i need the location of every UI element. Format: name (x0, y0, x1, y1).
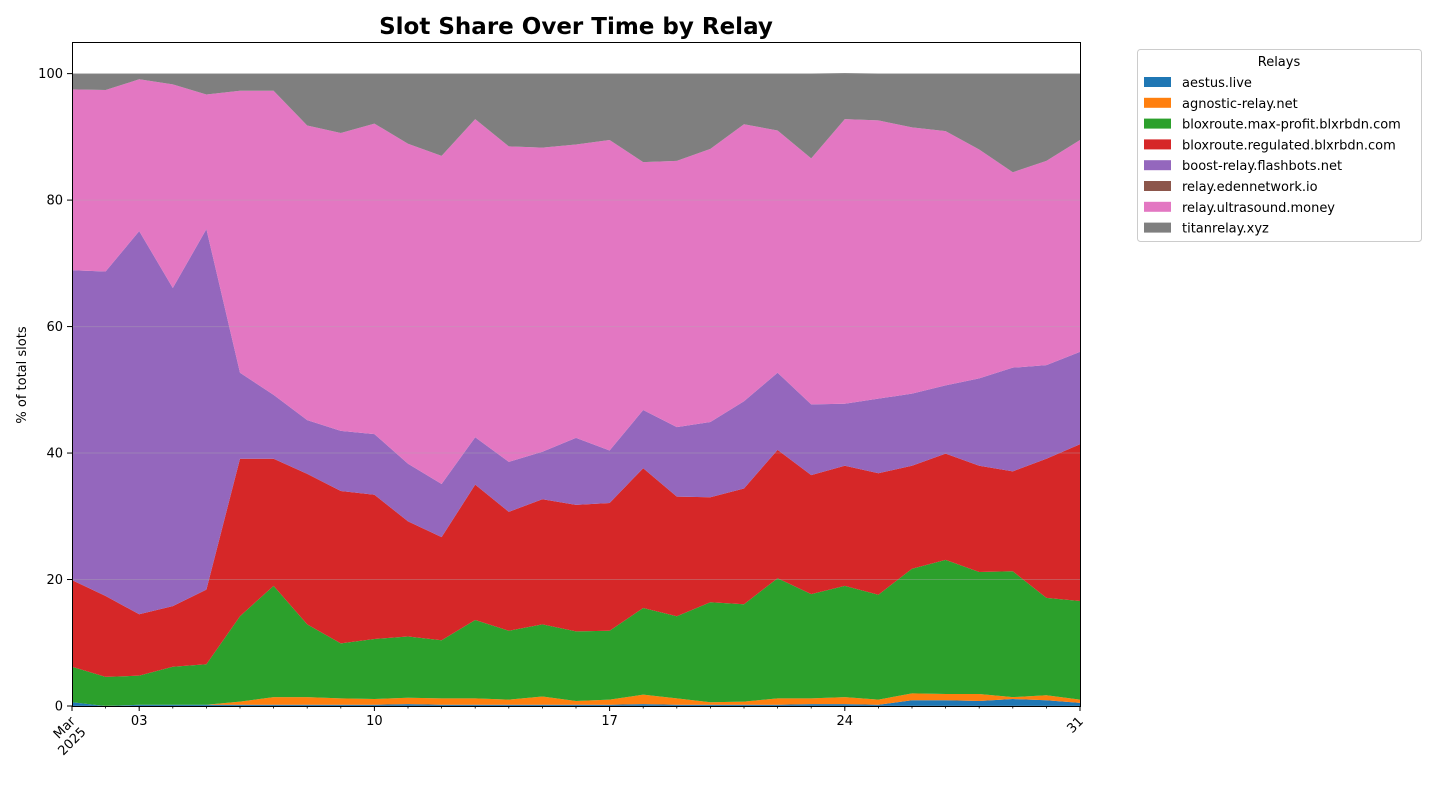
x-tick-label: 17 (601, 714, 618, 729)
plot-areas (72, 72, 1080, 706)
legend-swatch (1144, 77, 1171, 87)
area-series-3 (72, 444, 1080, 677)
legend-swatch (1144, 201, 1171, 212)
legend-item: relay.edennetwork.io (1144, 180, 1318, 195)
legend-label: bloxroute.max-profit.blxrbdn.com (1182, 118, 1401, 133)
legend-label: bloxroute.regulated.blxrbdn.com (1182, 138, 1396, 153)
area-series-7 (72, 72, 1080, 173)
legend-label: boost-relay.flashbots.net (1182, 159, 1342, 174)
legend-label: relay.edennetwork.io (1182, 180, 1318, 195)
area-series-4 (72, 229, 1080, 615)
y-tick-label: 60 (46, 320, 63, 335)
legend-swatch (1144, 181, 1171, 191)
svg-text:10: 10 (366, 714, 383, 729)
y-tick-label: 20 (46, 573, 63, 588)
legend-item: bloxroute.regulated.blxrbdn.com (1144, 138, 1396, 153)
chart-title: Slot Share Over Time by Relay (379, 14, 773, 40)
area-series-6 (72, 79, 1080, 485)
x-axis: Mar2025 03 10 17 24 31 (45, 706, 1087, 759)
grid-lines (72, 73, 1080, 707)
y-axis: 0 20 40 60 80 100 (38, 67, 72, 715)
legend: Relays aestus.live agnostic-relay.net blox… (1137, 49, 1422, 242)
legend-swatch (1144, 97, 1171, 108)
y-axis-label: % of total slots (15, 326, 30, 423)
svg-text:17: 17 (601, 714, 618, 729)
legend-item: relay.ultrasound.money (1144, 201, 1335, 216)
legend-title: Relays (1258, 55, 1301, 70)
legend-swatch (1144, 139, 1171, 150)
legend-item: aestus.live (1144, 76, 1252, 91)
legend-item: boost-relay.flashbots.net (1144, 159, 1342, 174)
legend-swatch (1144, 118, 1171, 129)
legend-label: titanrelay.xyz (1182, 222, 1269, 237)
x-tick-label: 24 (837, 714, 854, 729)
x-tick-label: 10 (366, 714, 383, 729)
legend-swatch (1144, 160, 1171, 171)
y-tick-label: 0 (55, 700, 63, 715)
legend-swatch (1144, 222, 1171, 233)
svg-text:31: 31 (1065, 714, 1087, 736)
svg-text:24: 24 (837, 714, 854, 729)
legend-label: relay.ultrasound.money (1182, 201, 1335, 216)
x-tick-label: 31 (1065, 714, 1087, 736)
y-tick-label: 100 (38, 67, 63, 82)
legend-item: titanrelay.xyz (1144, 222, 1269, 237)
x-tick-label: 03 (131, 714, 148, 729)
legend-item: agnostic-relay.net (1144, 97, 1298, 112)
area-series-1 (72, 693, 1080, 706)
legend-label: aestus.live (1182, 76, 1252, 91)
plot-frame (72, 42, 1081, 707)
legend-items: aestus.live agnostic-relay.net bloxroute.m… (1144, 76, 1401, 237)
svg-text:03: 03 (131, 714, 148, 729)
area-series-2 (72, 559, 1080, 706)
area-series-0 (72, 699, 1080, 706)
x-tick-label: Mar2025 (45, 714, 90, 759)
legend-label: agnostic-relay.net (1182, 97, 1298, 112)
legend-frame (1137, 49, 1422, 242)
y-tick-label: 40 (46, 447, 63, 462)
svg-text:Mar2025: Mar2025 (45, 714, 90, 759)
y-tick-label: 80 (46, 194, 63, 209)
legend-item: bloxroute.max-profit.blxrbdn.com (1144, 118, 1401, 133)
